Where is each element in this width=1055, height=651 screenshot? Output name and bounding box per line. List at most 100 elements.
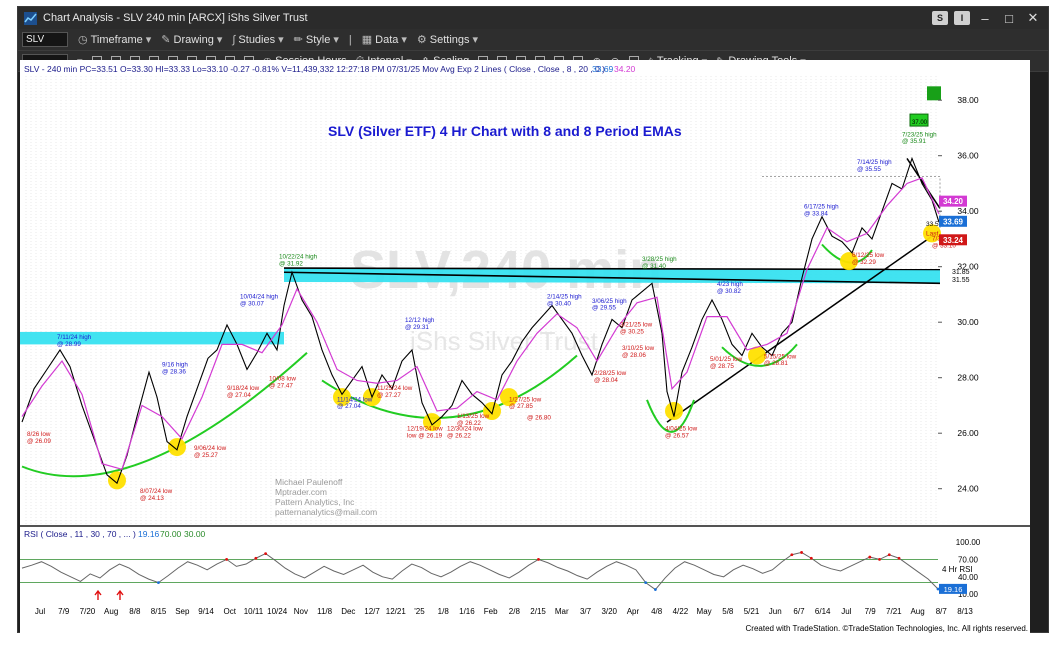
minimize-icon[interactable]: –: [981, 10, 989, 26]
drawing-menu[interactable]: ✎ Drawing ▾: [161, 33, 223, 47]
timeframe-menu[interactable]: ◷ Timeframe ▾: [78, 33, 152, 47]
rsi-tag: 4 Hr RSI: [942, 565, 973, 574]
low-marker: [748, 346, 766, 365]
x-tick-label: 5/21: [744, 607, 760, 616]
chevron-down-icon: ▾: [145, 34, 152, 46]
rsi-overbought-point: [887, 553, 891, 557]
annotation-label: 4/23 high: [717, 281, 743, 288]
x-tick-label: Aug: [104, 607, 118, 616]
price-tag-label: 33.69: [943, 217, 964, 226]
annotation-label: 7/14/25 high: [857, 159, 892, 166]
resistance-line-lower: [283, 271, 941, 285]
rsi-last-label: 19.16: [944, 585, 963, 594]
data-menu[interactable]: ▦ Data ▾: [361, 33, 407, 47]
annotation-label: 7/23/25 high: [902, 131, 937, 138]
style-menu[interactable]: ✏ Style ▾: [293, 33, 339, 47]
x-tick-label: 11/8: [317, 607, 333, 616]
target-box: [909, 113, 929, 127]
ema1-value: 33.69: [592, 64, 614, 74]
rsi-oversold-point: [157, 581, 160, 584]
annotation-label: @ 33.10: [932, 242, 956, 249]
annotation-label: 6/17/25 high: [804, 203, 839, 210]
annotation-label: @ 30.07: [240, 301, 264, 308]
y-tick-label: 38.00: [957, 95, 979, 105]
annotation-label: @ 28.75: [710, 363, 734, 370]
header-info: SLV - 240 min PC=33.51 O=33.30 HI=33.33 …: [24, 64, 605, 74]
credit-line-1: Michael Paulenoff: [275, 477, 343, 487]
studies-icon: ∫: [232, 33, 236, 46]
annotation-label: 8/07/24 low: [140, 488, 173, 495]
annotation-label: @ 27.85: [509, 403, 533, 410]
rsi-arrow: [94, 589, 102, 600]
y-tick-label: 24.00: [957, 484, 979, 494]
s-button[interactable]: S: [932, 11, 948, 25]
x-tick-label: Jul: [841, 607, 851, 616]
rsi-arrow: [116, 589, 124, 600]
brush-icon: ✏: [293, 34, 303, 46]
x-tick-label: 3/20: [601, 607, 617, 616]
clock-icon: ◷: [78, 34, 88, 46]
rsi-overbought-point: [537, 558, 540, 561]
low-marker: [840, 252, 858, 271]
i-button[interactable]: I: [954, 11, 970, 25]
pencil-icon: ✎: [161, 34, 171, 46]
annotation-label: 2/14/25 high: [547, 294, 582, 301]
rsi-val3: 30.00: [184, 529, 206, 539]
resistance-zone-lower: [20, 331, 284, 345]
resistance-zone-upper: [284, 268, 940, 284]
annotation-label: 2/28/25 low: [594, 370, 627, 377]
x-tick-label: 12/21: [386, 607, 407, 616]
x-tick-label: 5/8: [722, 607, 734, 616]
price-tag-label: 34.20: [943, 197, 964, 206]
low-marker: [423, 413, 441, 432]
studies-menu[interactable]: ∫ Studies ▾: [232, 33, 284, 47]
annotation-label: 11/14/24 low: [337, 396, 373, 403]
bowl-arc: [21, 351, 308, 478]
annotation-label: @ 35.55: [857, 166, 881, 173]
rsi-overbought-point: [790, 553, 794, 557]
rsi-label: RSI ( Close , 11 , 30 , 70 , ... ): [24, 529, 136, 539]
annotation-label: @ 28.06: [622, 352, 646, 359]
bowl-arc: [321, 354, 578, 420]
price-chart[interactable]: SLV - 240 min PC=33.51 O=33.30 HI=33.33 …: [20, 60, 1030, 633]
annotation-label: 10/04/24 high: [240, 294, 279, 301]
chart-title: SLV (Silver ETF) 4 Hr Chart with 8 and 8…: [328, 123, 682, 139]
watermark-subtitle: iShs Silver Trust: [410, 326, 599, 356]
footer-credit: Created with TradeStation. ©TradeStation…: [746, 624, 1029, 633]
chart-app-icon: [24, 11, 37, 25]
maximize-icon[interactable]: □: [1005, 10, 1013, 26]
y-tick-label: 32.00: [957, 262, 979, 272]
price-tag: [939, 234, 967, 246]
annotation-label: @ 27.27: [377, 392, 401, 399]
drawing-overlays: [21, 86, 941, 490]
rsi-tick-label: 100.00: [956, 538, 981, 547]
annotation-label: @ 28.81: [764, 360, 788, 367]
annotation-label: 3/28/25 high: [642, 256, 677, 263]
annotation-label: @ 27.47: [269, 382, 293, 389]
annotation-label: 9/18/24 low: [227, 385, 260, 392]
gear-icon: ⚙: [416, 34, 427, 46]
annotation-label: 5/01/25 low: [710, 356, 743, 363]
rsi-val2: 70.00: [160, 529, 182, 539]
annotation-label: 12/12 high: [405, 317, 435, 324]
low-marker: [108, 471, 126, 490]
x-tick-label: 6/14: [815, 607, 831, 616]
annotation-label: @ 26.57: [665, 432, 689, 439]
chevron-down-icon: ▾: [216, 34, 223, 46]
annotation-label: 9/16 high: [162, 362, 188, 369]
x-tick-label: 7/20: [80, 607, 96, 616]
close-icon[interactable]: ✕: [1027, 10, 1039, 25]
annotation-label: @ 29.55: [592, 305, 616, 312]
last-label: Last: [926, 230, 938, 237]
symbol-input[interactable]: SLV: [22, 32, 68, 47]
x-tick-label: 2/15: [530, 607, 546, 616]
bowl-arc: [646, 399, 695, 433]
settings-menu[interactable]: ⚙ Settings ▾: [416, 33, 479, 47]
low-marker: [500, 388, 518, 407]
price-tags: 34.20 33.69 33.24: [939, 195, 967, 246]
level-label: 31.55: [952, 277, 970, 284]
annotation-label: @ 26.09: [27, 438, 51, 445]
annotation-label: @ 31.40: [642, 263, 666, 270]
x-tick-label: Jul: [35, 607, 45, 616]
x-tick-label: 10/11: [244, 607, 264, 616]
